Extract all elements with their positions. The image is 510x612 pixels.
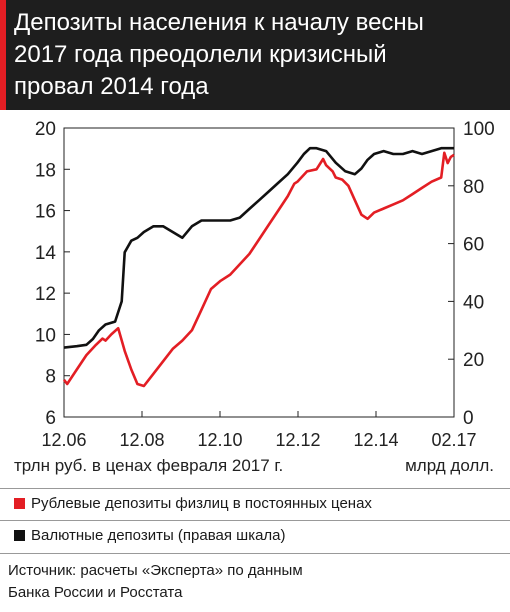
chart-title: Депозиты населения к началу весны 2017 г… <box>14 7 504 103</box>
title-line-2: 2017 года преодолели кризисный <box>14 41 387 68</box>
title-line-3: провал 2014 года <box>14 73 209 100</box>
x-tick-label: 12.06 <box>41 430 86 450</box>
source-note: Источник: расчеты «Эксперта» по данным Б… <box>8 560 303 604</box>
series-line-fx <box>63 146 454 349</box>
y-left-tick-label: 6 <box>45 408 56 429</box>
x-tick-label: 12.10 <box>197 430 242 450</box>
y-left-tick-label: 16 <box>35 202 56 223</box>
x-axis-label: трлн руб. в ценах февраля 2017 г. <box>14 456 283 475</box>
legend-swatch-ruble <box>14 498 25 509</box>
x-tick-label: 02.17 <box>431 430 476 450</box>
y-right-tick-label: 80 <box>463 177 484 198</box>
y-left-tick-label: 14 <box>35 243 57 264</box>
y-left-tick-label: 20 <box>35 119 56 140</box>
x-tick-label: 12.14 <box>353 430 398 450</box>
series-line-ruble <box>62 151 455 388</box>
title-line-1: Депозиты населения к началу весны <box>14 9 424 36</box>
legend-item-fx: Валютные депозиты (правая шкала) <box>14 527 286 544</box>
title-box: Депозиты населения к началу весны 2017 г… <box>0 0 510 110</box>
plot-frame <box>63 127 455 418</box>
x-tick-label: 12.12 <box>275 430 320 450</box>
y-right-tick-label: 20 <box>463 350 484 371</box>
source-line-1: Источник: расчеты «Эксперта» по данным <box>8 562 303 579</box>
chart-area: 6 8 10 12 14 16 18 20 0 20 40 60 80 100 12.06 12.08 12.1… <box>14 119 495 475</box>
y-left-tick-label: 18 <box>35 160 56 181</box>
y-right-tick-label: 60 <box>463 235 484 256</box>
legend-divider-2 <box>0 520 510 521</box>
legend-label-ruble: Рублевые депозиты физлиц в постоянных це… <box>31 495 372 512</box>
x-tick-label: 12.08 <box>119 430 164 450</box>
legend-label-fx: Валютные депозиты (правая шкала) <box>31 527 286 544</box>
legend-divider <box>0 488 510 489</box>
y-right-tick-label: 0 <box>463 408 474 429</box>
y-left-tick-label: 12 <box>35 284 56 305</box>
source-line-2: Банка России и Росстата <box>8 584 183 601</box>
y-left-tick-label: 10 <box>35 325 56 346</box>
title-accent <box>0 0 6 110</box>
y-right-tick-label: 100 <box>463 119 495 140</box>
y-right-tick-label: 40 <box>463 292 484 313</box>
y-left-tick-label: 8 <box>45 367 56 388</box>
legend-swatch-fx <box>14 530 25 541</box>
source-divider <box>0 553 510 554</box>
legend-item-ruble: Рублевые депозиты физлиц в постоянных це… <box>14 495 372 512</box>
y-right-axis-label: млрд долл. <box>405 456 494 475</box>
